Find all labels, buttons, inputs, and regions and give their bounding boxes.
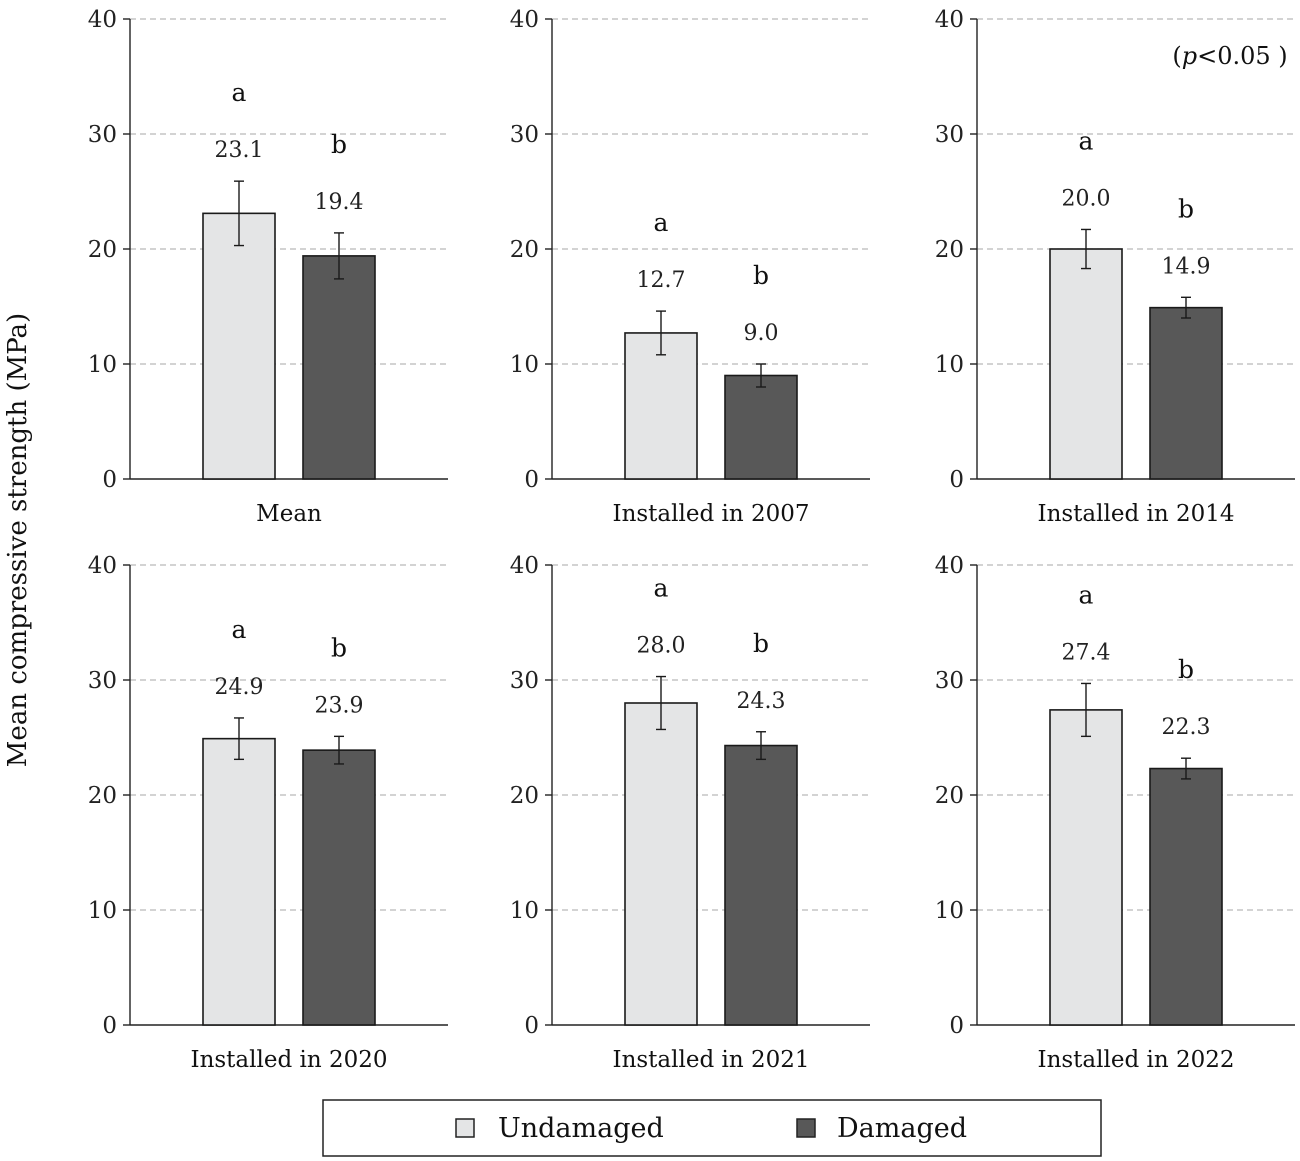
y-tick-label: 20 — [510, 237, 539, 263]
panel-installed-in-2020: 0 10 20 30 40 24.9 a 23.9 b Installed in 2020 — [88, 553, 448, 1073]
y-tick-label: 10 — [935, 898, 964, 924]
panel-title: Installed in 2022 — [1037, 1047, 1234, 1073]
significance-letter: b — [331, 130, 347, 159]
bar-damaged — [302, 255, 376, 480]
y-tick-label: 30 — [88, 122, 117, 148]
significance-letter: b — [753, 261, 769, 290]
y-axis-label: Mean compressive strength (MPa) — [3, 313, 33, 767]
value-label: 28.0 — [637, 634, 686, 659]
y-tick-label: 0 — [524, 467, 539, 493]
panel-installed-in-2021: 0 10 20 30 40 28.0 a 24.3 b Installed in 2021 — [510, 553, 870, 1073]
panels: 0 10 20 30 40 23.1 a 19.4 b Mean 0 10 20 30 40 12.7 a 9.0… — [88, 7, 1295, 1073]
value-label: 27.4 — [1062, 640, 1111, 665]
y-tick-label: 0 — [524, 1013, 539, 1039]
y-tick-label: 10 — [88, 898, 117, 924]
significance-note-prefix: ( — [1172, 42, 1181, 70]
significance-note-p: p — [1182, 42, 1197, 70]
value-label: 23.9 — [315, 693, 364, 718]
bar-damaged — [1149, 767, 1223, 1026]
value-label: 14.9 — [1162, 254, 1211, 279]
bar-undamaged — [202, 212, 276, 480]
bar-damaged — [1149, 306, 1223, 480]
legend: Undamaged Damaged — [322, 1099, 1102, 1157]
significance-letter: b — [1178, 194, 1194, 223]
bar-undamaged — [202, 737, 276, 1026]
y-tick-label: 30 — [88, 668, 117, 694]
value-label: 24.3 — [737, 689, 786, 714]
bar-damaged — [724, 374, 798, 480]
y-tick-label: 40 — [935, 7, 964, 33]
legend-label-damaged: Damaged — [837, 1113, 967, 1144]
significance-letter: a — [654, 574, 669, 603]
legend-label-undamaged: Undamaged — [498, 1113, 664, 1144]
y-tick-label: 30 — [935, 122, 964, 148]
value-label: 22.3 — [1162, 715, 1211, 740]
value-label: 23.1 — [215, 138, 264, 163]
significance-letter: b — [753, 629, 769, 658]
y-tick-label: 0 — [949, 467, 964, 493]
panel-title: Mean — [256, 501, 322, 527]
panel-installed-in-2014: 0 10 20 30 40 20.0 a 14.9 b Installed in 2014 — [935, 7, 1295, 527]
significance-letter: a — [232, 78, 247, 107]
panel-title: Installed in 2021 — [612, 1047, 809, 1073]
value-label: 9.0 — [744, 321, 779, 346]
y-tick-label: 10 — [88, 352, 117, 378]
y-tick-label: 40 — [88, 553, 117, 579]
significance-letter: a — [232, 615, 247, 644]
y-tick-label: 40 — [88, 7, 117, 33]
legend-swatch-damaged — [796, 1118, 816, 1138]
y-tick-label: 20 — [88, 783, 117, 809]
y-tick-label: 30 — [510, 668, 539, 694]
y-tick-label: 30 — [935, 668, 964, 694]
y-tick-label: 20 — [88, 237, 117, 263]
significance-letter: b — [1178, 655, 1194, 684]
y-tick-label: 20 — [510, 783, 539, 809]
y-tick-label: 20 — [935, 237, 964, 263]
y-tick-label: 0 — [949, 1013, 964, 1039]
y-tick-label: 0 — [102, 467, 117, 493]
bar-undamaged — [1049, 248, 1123, 480]
y-tick-label: 20 — [935, 783, 964, 809]
bar-undamaged — [624, 332, 698, 480]
significance-note: (p<0.05 ) — [1172, 42, 1287, 70]
significance-letter: a — [654, 208, 669, 237]
y-tick-label: 10 — [935, 352, 964, 378]
value-label: 19.4 — [315, 190, 364, 215]
y-tick-label: 30 — [510, 122, 539, 148]
legend-swatch-undamaged — [455, 1118, 475, 1138]
value-label: 20.0 — [1062, 186, 1111, 211]
value-label: 24.9 — [215, 675, 264, 700]
significance-letter: a — [1079, 126, 1094, 155]
significance-note-rest: <0.05 ) — [1197, 42, 1288, 70]
panel-title: Installed in 2014 — [1037, 501, 1234, 527]
significance-letter: b — [331, 633, 347, 662]
panel-title: Installed in 2007 — [612, 501, 809, 527]
y-tick-label: 10 — [510, 352, 539, 378]
y-tick-label: 40 — [935, 553, 964, 579]
panel-installed-in-2007: 0 10 20 30 40 12.7 a 9.0 b Installed in 2007 — [510, 7, 870, 527]
panel-mean: 0 10 20 30 40 23.1 a 19.4 b Mean — [88, 7, 448, 527]
y-tick-label: 40 — [510, 553, 539, 579]
y-tick-label: 10 — [510, 898, 539, 924]
bar-undamaged — [1049, 709, 1123, 1026]
legend-box — [322, 1099, 1102, 1157]
bar-damaged — [302, 749, 376, 1026]
y-tick-label: 0 — [102, 1013, 117, 1039]
y-tick-label: 40 — [510, 7, 539, 33]
panel-title: Installed in 2020 — [190, 1047, 387, 1073]
bar-damaged — [724, 744, 798, 1026]
value-label: 12.7 — [637, 268, 686, 293]
significance-letter: a — [1079, 580, 1094, 609]
bar-undamaged — [624, 702, 698, 1026]
panel-installed-in-2022: 0 10 20 30 40 27.4 a 22.3 b Installed in 2022 — [935, 553, 1295, 1073]
